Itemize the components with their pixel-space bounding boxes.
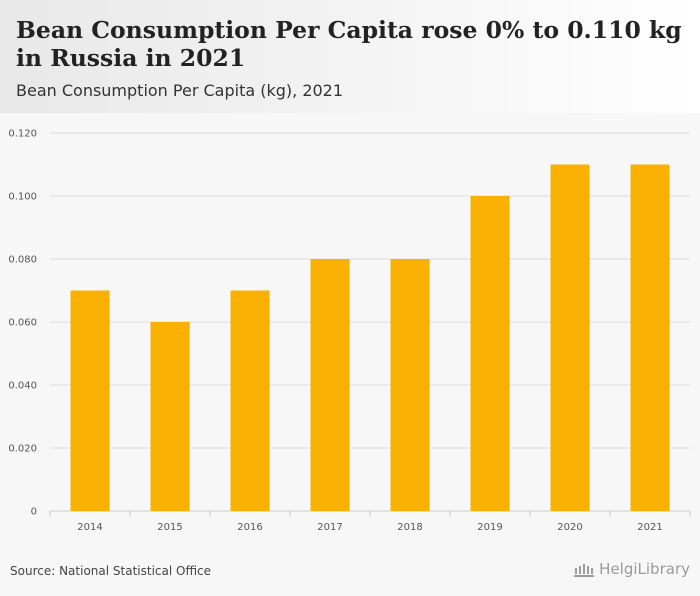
header-banner: Bean Consumption Per Capita rose 0% to 0… <box>0 0 700 113</box>
bar-2016 <box>230 290 270 511</box>
y-tick-label: 0.060 <box>8 318 37 329</box>
y-tick-label: 0.080 <box>8 255 37 266</box>
x-tick-label: 2018 <box>397 522 422 533</box>
y-tick-label: 0.100 <box>8 192 37 203</box>
x-tick-label: 2015 <box>157 522 182 533</box>
x-tick-label: 2021 <box>637 522 662 533</box>
y-tick-label: 0 <box>31 507 37 518</box>
bar-2017 <box>310 259 350 511</box>
x-tick-label: 2020 <box>557 522 582 533</box>
brand-name: HelgiLibrary <box>599 560 690 578</box>
x-tick-label: 2016 <box>237 522 262 533</box>
y-tick-label: 0.040 <box>8 381 37 392</box>
chart-title: Bean Consumption Per Capita rose 0% to 0… <box>16 16 682 72</box>
source-note: Source: National Statistical Office <box>10 564 212 578</box>
bar-2021 <box>630 164 670 511</box>
x-tick-label: 2019 <box>477 522 502 533</box>
bar-2020 <box>550 164 590 511</box>
bars <box>70 164 670 511</box>
bar-2019 <box>470 196 510 511</box>
bar-2014 <box>70 290 110 511</box>
x-axis-ticks: 2014 2015 2016 2017 2018 2019 2020 2021 <box>49 511 691 533</box>
y-tick-label: 0.020 <box>8 444 37 455</box>
bar-2015 <box>150 322 190 511</box>
footer: Source: National Statistical Office Helg… <box>0 550 700 596</box>
x-tick-label: 2014 <box>77 522 102 533</box>
bar-chart: 0 0.020 0.040 0.060 0.080 0.100 0.120 2014 2015… <box>8 129 691 533</box>
x-tick-label: 2017 <box>317 522 342 533</box>
y-tick-label: 0.120 <box>8 129 37 140</box>
chart-subtitle: Bean Consumption Per Capita (kg), 2021 <box>16 81 344 100</box>
library-building-icon <box>574 564 595 577</box>
bar-2018 <box>390 259 430 511</box>
y-axis-ticks: 0 0.020 0.040 0.060 0.080 0.100 0.120 <box>8 129 37 518</box>
helgilibrary-logo: HelgiLibrary <box>573 560 690 578</box>
grid-lines <box>50 132 690 512</box>
